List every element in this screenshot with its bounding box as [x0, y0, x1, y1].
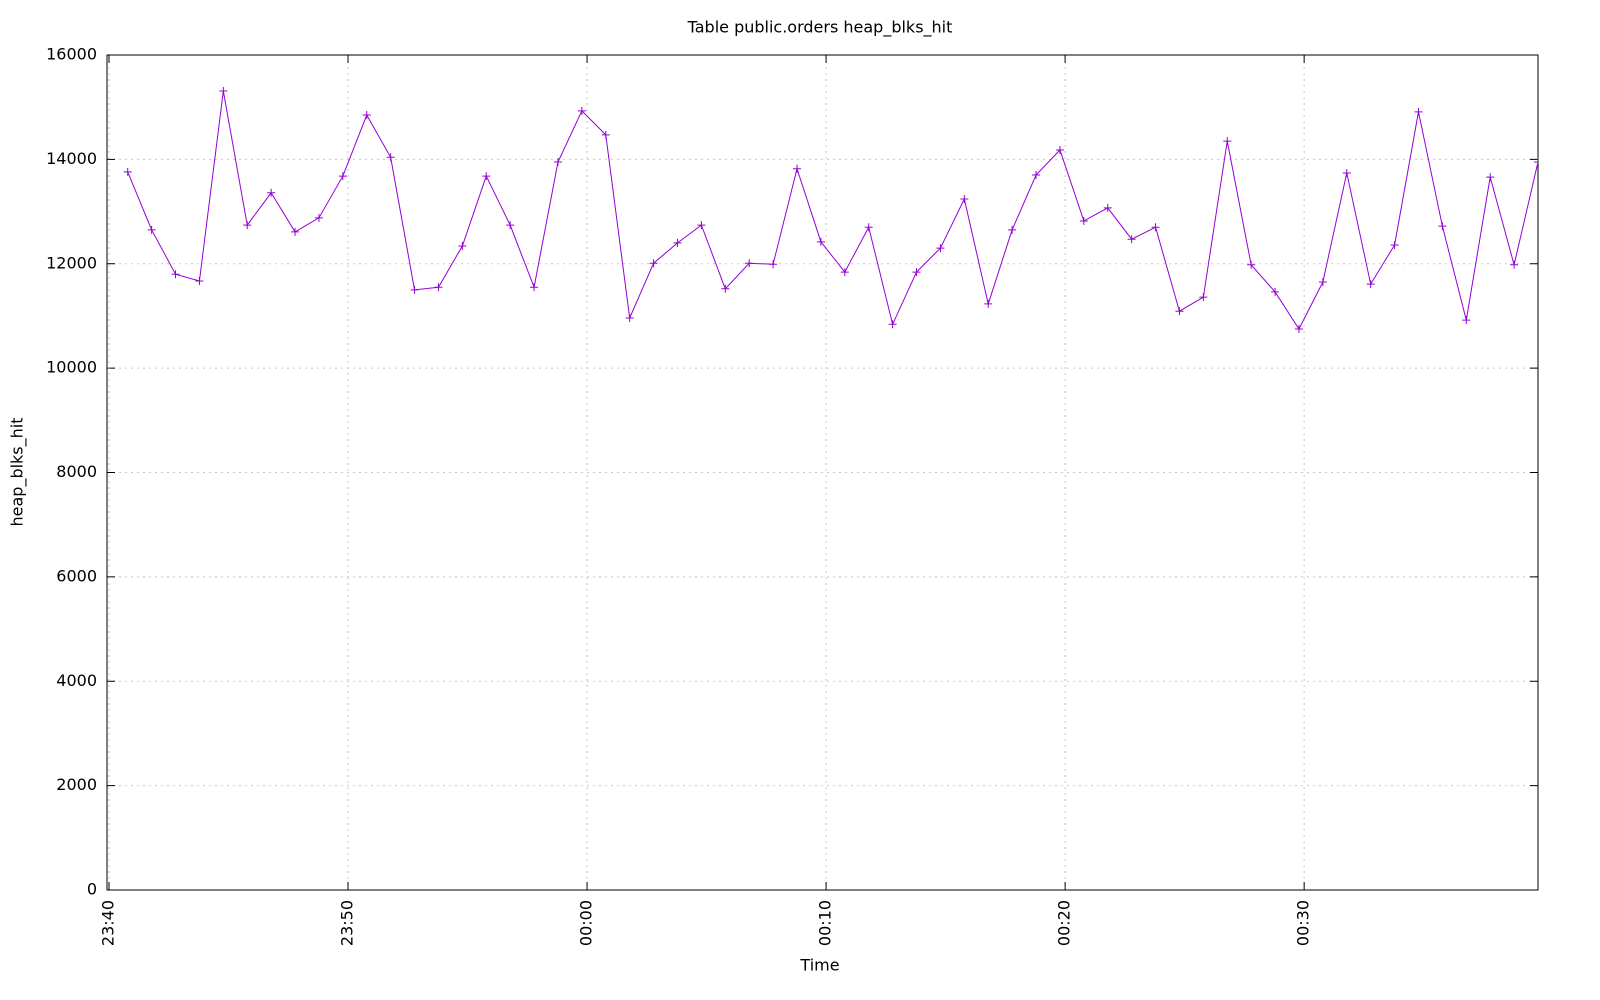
data-point: [1534, 157, 1538, 166]
x-tick-label: 00:20: [1055, 900, 1074, 946]
y-tick-label: 2000: [56, 775, 97, 794]
data-point: [267, 188, 276, 197]
data-point: [171, 270, 180, 279]
x-tick-label: 23:40: [98, 900, 117, 946]
data-point: [793, 164, 802, 173]
data-point: [697, 221, 706, 230]
data-point: [1247, 260, 1256, 269]
data-point: [888, 320, 897, 329]
y-tick-label: 12000: [46, 253, 97, 272]
y-tick-label: 10000: [46, 358, 97, 377]
x-tick-label: 00:30: [1294, 900, 1313, 946]
data-point: [458, 242, 467, 251]
data-point: [577, 106, 586, 115]
y-tick-label: 14000: [46, 149, 97, 168]
data-point: [291, 227, 300, 236]
data-point: [1366, 280, 1375, 289]
data-point: [362, 111, 371, 120]
data-point: [721, 284, 730, 293]
data-line: [127, 90, 1538, 330]
data-point: [147, 225, 156, 234]
data-point: [816, 237, 825, 246]
data-point: [1271, 287, 1280, 296]
y-tick-label: 0: [87, 880, 97, 899]
data-point: [1032, 171, 1041, 180]
data-point: [123, 167, 132, 176]
data-point: [338, 172, 347, 181]
data-point: [482, 172, 491, 181]
y-tick-label: 8000: [56, 462, 97, 481]
data-point: [434, 283, 443, 292]
data-point: [769, 260, 778, 269]
plot-frame: [106, 54, 1539, 891]
data-point: [386, 153, 395, 162]
data-point: [553, 157, 562, 166]
data-point: [745, 259, 754, 268]
data-point: [625, 314, 634, 323]
data-point: [1510, 260, 1519, 269]
data-point: [219, 87, 228, 96]
data-point: [243, 221, 252, 230]
data-point: [1175, 307, 1184, 316]
data-point: [864, 223, 873, 232]
data-point: [1486, 173, 1495, 182]
data-point: [1223, 137, 1232, 146]
data-point: [1055, 145, 1064, 154]
data-point: [1008, 225, 1017, 234]
data-point: [410, 285, 419, 294]
data-point: [1294, 324, 1303, 333]
chart-title: Table public.orders heap_blks_hit: [687, 18, 953, 38]
data-point: [1151, 223, 1160, 232]
data-point: [984, 299, 993, 308]
data-point: [1103, 203, 1112, 212]
y-axis-label: heap_blks_hit: [8, 417, 28, 526]
data-point: [1127, 235, 1136, 244]
data-point: [195, 276, 204, 285]
data-point: [314, 213, 323, 222]
y-tick-label: 16000: [46, 45, 97, 64]
data-point: [649, 259, 658, 268]
x-tick-label: 23:50: [338, 900, 357, 946]
data-point: [960, 195, 969, 204]
data-point: [936, 244, 945, 253]
y-tick-label: 4000: [56, 671, 97, 690]
x-axis-label: Time: [799, 956, 839, 975]
data-point: [1462, 316, 1471, 325]
data-point: [1438, 222, 1447, 231]
data-point: [673, 238, 682, 247]
x-tick-label: 00:00: [577, 900, 596, 946]
y-tick-label: 6000: [56, 566, 97, 585]
data-point: [1390, 240, 1399, 249]
x-tick-label: 00:10: [816, 900, 835, 946]
data-point: [530, 283, 539, 292]
data-point: [1414, 107, 1423, 116]
data-point: [506, 221, 515, 230]
data-point: [912, 268, 921, 277]
data-point: [840, 268, 849, 277]
data-point: [1342, 168, 1351, 177]
data-point: [601, 130, 610, 139]
data-point: [1199, 293, 1208, 302]
data-point: [1079, 216, 1088, 225]
data-point: [1318, 278, 1327, 287]
